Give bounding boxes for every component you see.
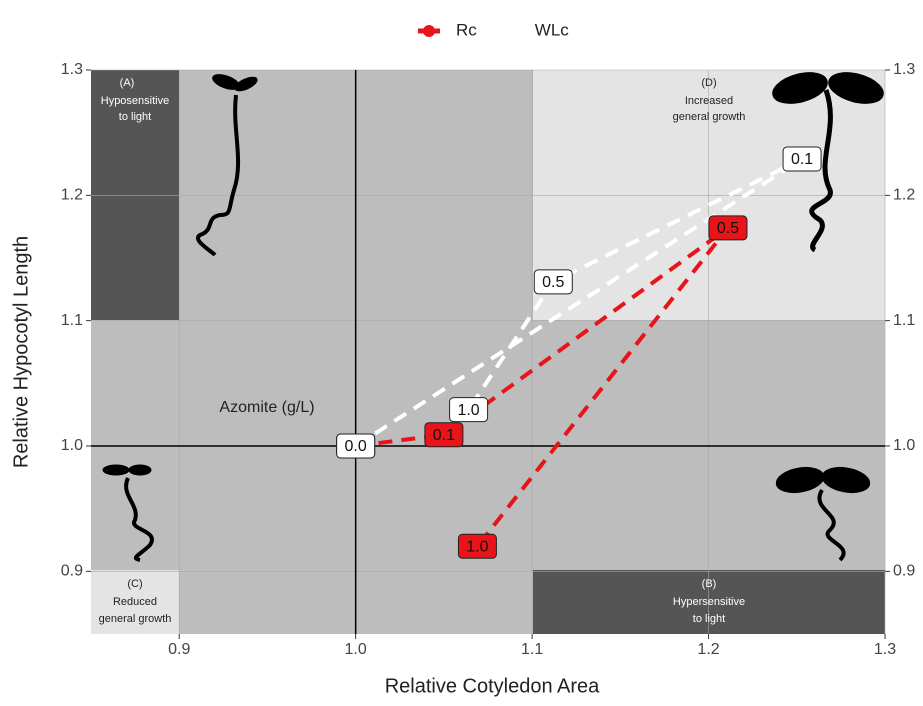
legend-label: WLc <box>535 20 570 39</box>
y-tick-label: 1.2 <box>61 187 83 204</box>
point-label: 1.0 <box>466 538 488 555</box>
y-axis-label: Relative Hypocotyl Length <box>10 236 32 468</box>
point-label: 0.5 <box>542 274 564 291</box>
annotation: (A) <box>120 77 135 89</box>
annotation: Hyposensitive <box>101 95 169 107</box>
annotation: Azomite (g/L) <box>219 399 314 416</box>
chart: (A) Hyposensitive to light (B) Hypersens… <box>0 0 923 701</box>
point-label: 0.0 <box>345 438 367 455</box>
legend-swatch <box>423 25 435 37</box>
annotation: (B) <box>702 578 717 590</box>
y-tick-label: 1.0 <box>61 437 83 454</box>
annotation: Increased <box>685 95 733 107</box>
y2-tick-label: 1.1 <box>893 312 915 329</box>
x-tick-label: 1.0 <box>345 641 367 658</box>
annotation: (C) <box>127 578 142 590</box>
point-label: 1.0 <box>457 402 479 419</box>
annotation: to light <box>119 111 151 123</box>
y2-tick-label: 0.9 <box>893 563 915 580</box>
legend: Rc WLc <box>418 20 569 39</box>
y-tick-label: 1.1 <box>61 312 83 329</box>
y-tick-label: 0.9 <box>61 563 83 580</box>
x-tick-label: 0.9 <box>168 641 190 658</box>
point-label: 0.5 <box>717 220 739 237</box>
annotation: Hypersensitive <box>673 596 745 608</box>
legend-label: Rc <box>456 20 477 39</box>
annotation: to light <box>693 613 725 625</box>
annotation: Reduced <box>113 596 157 608</box>
y-tick-label: 1.3 <box>61 61 83 78</box>
annotation: general growth <box>99 613 172 625</box>
region-a <box>91 70 179 320</box>
y2-tick-label: 1.3 <box>893 61 915 78</box>
y2-tick-label: 1.0 <box>893 437 915 454</box>
annotation: (D) <box>701 77 716 89</box>
point-label: 0.1 <box>433 427 455 444</box>
y2-tick-label: 1.2 <box>893 187 915 204</box>
legend-swatch <box>502 25 514 37</box>
x-axis-label: Relative Cotyledon Area <box>385 675 600 697</box>
annotation: general growth <box>673 111 746 123</box>
x-tick-label: 1.3 <box>874 641 896 658</box>
x-tick-label: 1.2 <box>697 641 719 658</box>
x-tick-label: 1.1 <box>521 641 543 658</box>
point-label: 0.1 <box>791 151 813 168</box>
